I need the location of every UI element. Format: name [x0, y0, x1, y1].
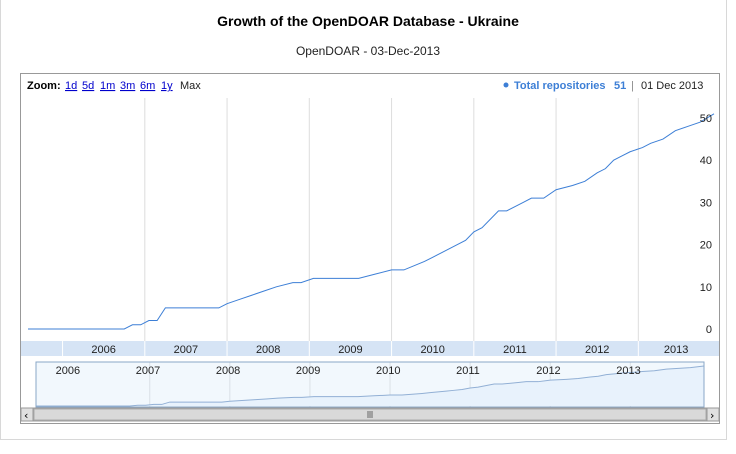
x-axis-band — [21, 341, 719, 356]
overview-tick-label: 2009 — [296, 365, 320, 377]
range-selector-highlight[interactable] — [35, 361, 705, 408]
legend-separator: | — [631, 80, 634, 92]
legend-date: 01 Dec 2013 — [641, 80, 703, 92]
plot-border — [20, 73, 720, 424]
overview-tick-label: 2007 — [136, 365, 160, 377]
scroll-left-button[interactable] — [20, 407, 34, 422]
zoom-option-1y[interactable]: 1y — [161, 80, 173, 92]
chevron-right-icon: › — [710, 409, 714, 422]
zoom-selected[interactable]: Max — [180, 80, 201, 92]
scroll-right-button[interactable] — [706, 407, 720, 422]
overview-tick-label: 2006 — [56, 365, 80, 377]
y-tick-label: 50 — [700, 113, 712, 125]
y-tick-label: 40 — [700, 155, 712, 167]
y-tick-label: 10 — [700, 282, 712, 294]
series-line-total-repositories — [28, 113, 715, 330]
zoom-label: Zoom: — [27, 80, 61, 92]
chevron-left-icon: ‹ — [24, 409, 28, 422]
zoom-option-6m[interactable]: 6m — [140, 80, 155, 92]
x-tick-label: 2011 — [503, 344, 527, 356]
overview-tick-label: 2013 — [616, 365, 640, 377]
overview-tick-label: 2012 — [536, 365, 560, 377]
overview-tick-label: 2008 — [216, 365, 240, 377]
legend-series-label: Total repositories — [514, 80, 605, 92]
y-tick-label: 20 — [700, 240, 712, 252]
x-tick-label: 2008 — [256, 344, 280, 356]
x-tick-label: 2010 — [420, 344, 444, 356]
zoom-option-5d[interactable]: 5d — [82, 80, 94, 92]
zoom-option-3m[interactable]: 3m — [120, 80, 135, 92]
chart-title: Growth of the OpenDOAR Database - Ukrain… — [217, 13, 519, 29]
y-tick-label: 30 — [700, 197, 712, 209]
legend-dot-icon — [503, 82, 509, 88]
overview-tick-label: 2011 — [456, 365, 480, 377]
zoom-option-1d[interactable]: 1d — [65, 80, 77, 92]
x-tick-label: 2007 — [174, 344, 198, 356]
x-tick-label: 2009 — [338, 344, 362, 356]
chart-subtitle: OpenDOAR - 03-Dec-2013 — [295, 44, 441, 58]
legend-series-value: 51 — [614, 80, 626, 92]
x-tick-label: 2006 — [91, 344, 115, 356]
y-tick-label: 0 — [706, 324, 712, 336]
overview-tick-label: 2010 — [376, 365, 400, 377]
x-tick-label: 2012 — [585, 344, 609, 356]
chart-frame — [0, 0, 727, 440]
zoom-option-1m[interactable]: 1m — [100, 80, 115, 92]
x-tick-label: 2013 — [664, 344, 688, 356]
